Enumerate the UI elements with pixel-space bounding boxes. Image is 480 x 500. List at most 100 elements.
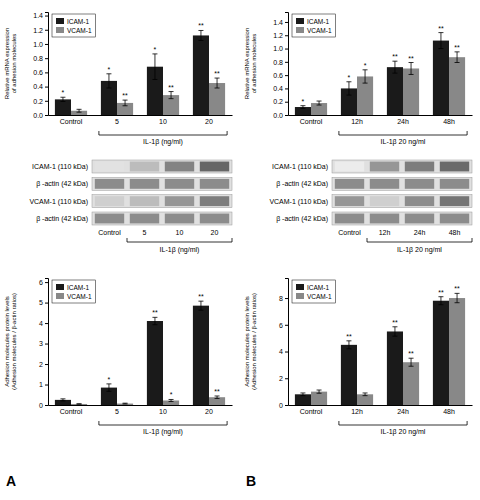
- tick-label: 0.8: [33, 55, 43, 62]
- error-cap: [198, 30, 203, 31]
- blot-band: [440, 162, 469, 172]
- error-cap: [346, 95, 351, 96]
- bars: [295, 293, 465, 405]
- y-tick: 0.8: [33, 55, 48, 62]
- x-tick: 48h: [443, 118, 455, 125]
- tick-label: 48h: [443, 408, 455, 415]
- significance-label: **: [438, 25, 444, 32]
- bar: [295, 394, 311, 405]
- significance-label: **: [214, 70, 220, 77]
- error-cap: [438, 304, 443, 305]
- panel-label: A: [6, 473, 16, 489]
- blot-band: [200, 214, 229, 224]
- lane-label: 20: [211, 229, 219, 236]
- y-tick: 0.0: [273, 112, 288, 119]
- error-cap: [215, 88, 220, 89]
- y-tick: 1.0: [273, 45, 288, 52]
- error-line: [125, 100, 126, 106]
- row-label: ICAM-1 (110 kDa): [272, 163, 328, 171]
- blot-band: [335, 179, 364, 189]
- error-cap: [77, 112, 82, 113]
- error-cap: [169, 399, 174, 400]
- error-cap: [455, 51, 460, 52]
- y-axis-line: [45, 279, 49, 406]
- tick-label: 0.0: [33, 112, 43, 119]
- error-cap: [169, 98, 174, 99]
- legend-label: VCAM-1: [307, 293, 332, 300]
- error-bar: [198, 30, 203, 40]
- blot-band: [370, 179, 399, 189]
- bar: [193, 306, 209, 405]
- error-cap: [317, 393, 322, 394]
- tick-mark: [45, 385, 48, 386]
- error-cap: [123, 403, 128, 404]
- tick-label: 3: [39, 340, 43, 347]
- error-bar: [409, 358, 414, 366]
- significance-label: **: [198, 22, 204, 29]
- significance-label: *: [302, 98, 305, 105]
- legend: ICAM-1VCAM-1: [292, 14, 336, 37]
- blot-background: [92, 160, 232, 173]
- error-cap: [455, 302, 460, 303]
- error-line: [108, 384, 109, 391]
- tick-mark: [45, 44, 48, 45]
- x-tick: 5: [115, 408, 119, 415]
- error-bar: [392, 61, 397, 73]
- tick-mark: [285, 75, 288, 76]
- y-tick: 0.6: [33, 69, 48, 76]
- error-line: [200, 30, 201, 40]
- error-cap: [455, 293, 460, 294]
- panel: ICAM-1 (110 kDa)β -actin (42 kDa)VCAM-1 …: [269, 160, 472, 254]
- x-tick: Control: [300, 118, 323, 125]
- significance-label: **: [438, 289, 444, 296]
- y-tick: 0.6: [273, 72, 288, 79]
- significance-label: *: [154, 46, 157, 53]
- bar: [147, 321, 163, 405]
- blot-band: [440, 196, 469, 206]
- x-tick: 10: [159, 408, 167, 415]
- blot-band: [335, 214, 364, 224]
- error-cap: [215, 395, 220, 396]
- error-bar: [317, 390, 322, 393]
- error-cap: [60, 97, 65, 98]
- blot-row: [332, 160, 472, 173]
- tick-label: 0.4: [33, 83, 43, 90]
- bracket: [99, 131, 227, 135]
- y-tick: 6: [279, 322, 288, 329]
- y-tick: 0.2: [33, 98, 48, 105]
- tick-label: 20: [205, 408, 213, 415]
- error-cap: [392, 61, 397, 62]
- tick-label: Control: [60, 408, 83, 415]
- x-tick: Control: [300, 408, 323, 415]
- error-cap: [198, 40, 203, 41]
- blot-band: [335, 162, 364, 172]
- x-axis: Control 5 10 20: [49, 406, 233, 415]
- error-bar: [198, 301, 203, 310]
- x-axis-line: [289, 405, 473, 406]
- tick-mark: [285, 115, 288, 116]
- bar: [55, 99, 71, 115]
- error-bar: [455, 52, 460, 63]
- y-tick: 1.4: [33, 12, 48, 19]
- error-bar: [438, 297, 443, 305]
- y-axis: 0.00.20.40.60.81.01.21.4: [33, 12, 48, 118]
- tick-label: 0.2: [33, 98, 43, 105]
- error-line: [365, 393, 366, 396]
- error-cap: [438, 296, 443, 297]
- legend-swatch: [296, 18, 304, 24]
- error-line: [108, 74, 109, 88]
- blot-band: [405, 214, 434, 224]
- tick-label: Control: [300, 118, 323, 125]
- tick-mark: [45, 87, 48, 88]
- error-cap: [106, 383, 111, 384]
- tick-mark: [45, 282, 48, 283]
- bracket: [339, 421, 467, 425]
- y-tick: 3: [39, 340, 48, 347]
- error-line: [365, 70, 366, 83]
- tick-label: Control: [300, 408, 323, 415]
- x-axis-title: IL-1β 20 ng/ml: [381, 428, 426, 436]
- significance-label: *: [364, 62, 367, 69]
- row-label: ICAM-1 (110 kDa): [32, 163, 88, 171]
- bars: [295, 33, 465, 115]
- y-axis-title: Relative mRNA expressionof adhesion mole…: [244, 28, 257, 99]
